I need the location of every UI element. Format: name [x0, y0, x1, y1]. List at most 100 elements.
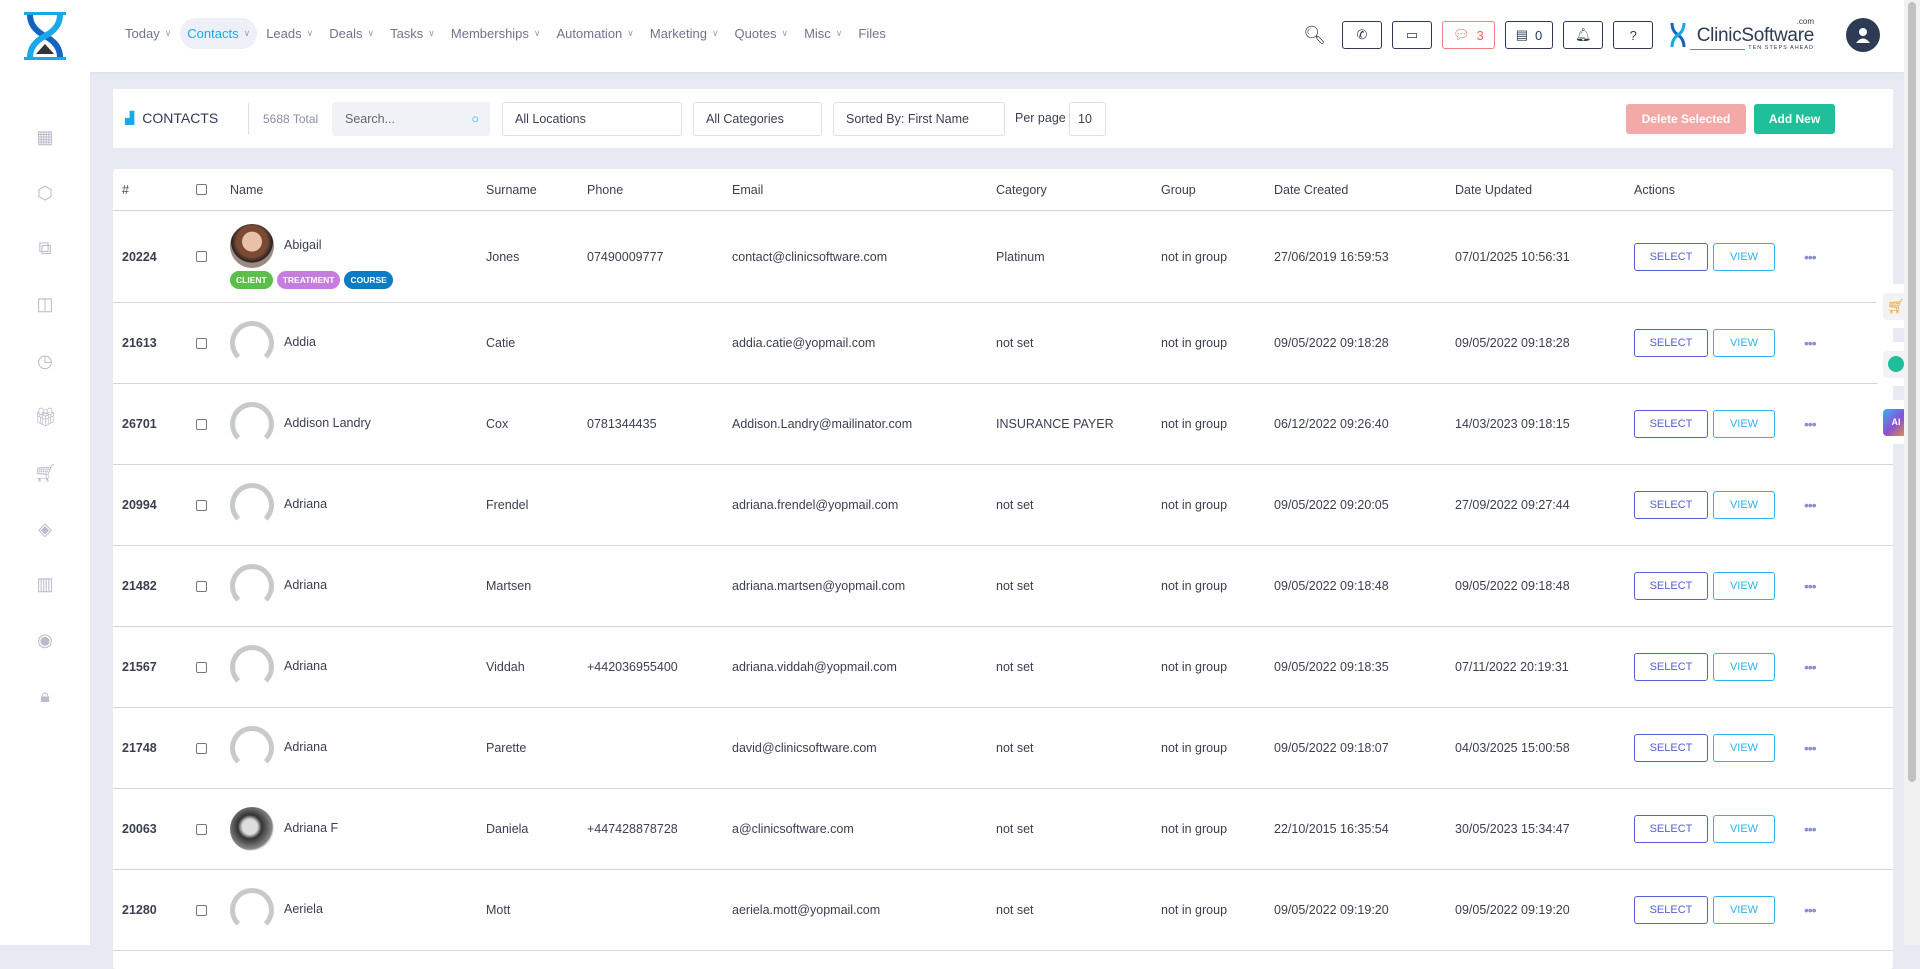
view-button[interactable]: VIEW — [1713, 896, 1775, 924]
row-checkbox[interactable] — [196, 661, 230, 673]
more-icon[interactable]: ••• — [1804, 416, 1817, 432]
delete-selected-button[interactable]: Delete Selected — [1626, 104, 1746, 134]
chevron-down-icon: ∨ — [835, 28, 843, 38]
more-icon[interactable]: ••• — [1804, 248, 1817, 265]
report-icon[interactable]: ▥ — [36, 574, 54, 594]
nav-contacts[interactable]: Contacts ∨ — [180, 18, 258, 49]
nav-files[interactable]: Files — [851, 18, 892, 49]
contact-name[interactable]: Abigail — [284, 238, 322, 252]
location-select[interactable]: All Locations — [502, 102, 682, 136]
voucher-icon[interactable]: ◈ — [38, 519, 52, 539]
contact-name[interactable]: Addia — [284, 335, 316, 349]
date-created: 09/05/2022 09:18:35 — [1274, 660, 1389, 674]
avatar — [230, 483, 274, 527]
chat-button[interactable]: 💬︎ 3 — [1441, 21, 1495, 49]
lock-icon[interactable]: 🔒︎ — [40, 686, 50, 706]
nav-leads[interactable]: Leads ∨ — [259, 18, 320, 49]
select-button[interactable]: SELECT — [1634, 896, 1708, 924]
select-button[interactable]: SELECT — [1634, 734, 1708, 762]
gift-icon[interactable]: 🎁︎ — [34, 407, 57, 427]
cart-icon[interactable]: 🛒︎ — [34, 463, 57, 483]
contact-name[interactable]: Adriana — [284, 578, 328, 592]
row-checkbox[interactable] — [196, 904, 230, 916]
page-scrollbar[interactable] — [1904, 0, 1920, 945]
search-input[interactable]: Search... ○ — [332, 102, 490, 136]
nav-quotes[interactable]: Quotes ∨ — [728, 18, 796, 49]
nav-deals[interactable]: Deals ∨ — [322, 18, 381, 49]
category-select[interactable]: All Categories — [693, 102, 822, 136]
select-button[interactable]: SELECT — [1634, 242, 1708, 271]
more-icon[interactable]: ••• — [1804, 902, 1817, 918]
more-icon[interactable]: ••• — [1804, 578, 1817, 594]
category: not set — [996, 741, 1034, 755]
contact-name[interactable]: Adriana F — [284, 821, 339, 835]
nav-marketing[interactable]: Marketing ∨ — [643, 18, 726, 49]
phone-button[interactable]: ✆ — [1341, 21, 1382, 49]
more-icon[interactable]: ••• — [1804, 335, 1817, 351]
total-count: 5688 Total — [248, 103, 318, 135]
more-icon[interactable]: ••• — [1804, 659, 1817, 675]
notifications-button[interactable]: 🔔︎ — [1563, 21, 1604, 49]
table-row: 21567 Adriana Viddah +442036955400 adria… — [113, 627, 1893, 708]
per-page-input[interactable]: 10 — [1069, 102, 1106, 136]
view-button[interactable]: VIEW — [1713, 653, 1775, 681]
nav-automation[interactable]: Automation ∨ — [550, 18, 641, 49]
basket-icon[interactable]: ◫ — [36, 294, 54, 314]
copy-icon[interactable]: ⧉ — [38, 238, 52, 258]
phone: +442036955400 — [587, 660, 678, 674]
select-button[interactable]: SELECT — [1634, 329, 1708, 357]
store-icon: ▤ — [1515, 27, 1529, 42]
sort-select[interactable]: Sorted By: First Name — [833, 102, 1005, 136]
history-icon[interactable]: ◷ — [37, 351, 53, 371]
user-avatar[interactable] — [1846, 18, 1880, 52]
nav-today[interactable]: Today ∨ — [118, 18, 178, 49]
contact-name[interactable]: Adriana — [284, 740, 328, 754]
search-icon[interactable]: 🔍︎ — [1303, 24, 1326, 45]
view-button[interactable]: VIEW — [1713, 734, 1775, 762]
row-checkbox[interactable] — [196, 580, 230, 592]
nav-tasks[interactable]: Tasks ∨ — [383, 18, 442, 49]
view-button[interactable]: VIEW — [1713, 242, 1775, 271]
nav-memberships[interactable]: Memberships ∨ — [444, 18, 548, 49]
nav-label: Deals — [329, 26, 363, 41]
more-icon[interactable]: ••• — [1804, 821, 1817, 837]
add-new-button[interactable]: Add New — [1754, 104, 1835, 134]
select-button[interactable]: SELECT — [1634, 491, 1708, 519]
select-button[interactable]: SELECT — [1634, 572, 1708, 600]
row-checkbox[interactable] — [196, 823, 230, 835]
view-button[interactable]: VIEW — [1713, 410, 1775, 438]
row-checkbox[interactable] — [196, 251, 230, 262]
contact-name[interactable]: Adriana — [284, 497, 328, 511]
store-button[interactable]: ▤ 0 — [1504, 21, 1554, 49]
date-created: 09/05/2022 09:19:20 — [1274, 903, 1389, 917]
avatar — [230, 888, 274, 932]
select-button[interactable]: SELECT — [1634, 410, 1708, 438]
nav-label: Contacts — [187, 26, 239, 41]
view-button[interactable]: VIEW — [1713, 572, 1775, 600]
contact-name[interactable]: Addison Landry — [284, 416, 371, 430]
contact-name[interactable]: Aeriela — [284, 902, 323, 916]
row-checkbox[interactable] — [196, 337, 230, 349]
surname: Jones — [486, 249, 520, 264]
nav-misc[interactable]: Misc ∨ — [797, 18, 849, 49]
group: not in group — [1161, 579, 1228, 593]
more-icon[interactable]: ••• — [1804, 497, 1817, 513]
select-button[interactable]: SELECT — [1634, 653, 1708, 681]
calendar-icon[interactable]: ▦ — [36, 127, 54, 147]
row-checkbox[interactable] — [196, 499, 230, 511]
select-all-checkbox[interactable] — [196, 184, 230, 195]
user-circle-icon[interactable]: ◉ — [37, 630, 53, 650]
row-checkbox[interactable] — [196, 742, 230, 754]
select-button[interactable]: SELECT — [1634, 815, 1708, 843]
contact-name[interactable]: Adriana — [284, 659, 328, 673]
row-checkbox[interactable] — [196, 418, 230, 430]
inbox-button[interactable]: ▭ — [1391, 21, 1432, 49]
app-logo[interactable] — [22, 10, 68, 62]
view-button[interactable]: VIEW — [1713, 815, 1775, 843]
box-icon[interactable]: ⬡ — [37, 183, 53, 203]
email: contact@clinicsoftware.com — [732, 249, 888, 264]
more-icon[interactable]: ••• — [1804, 740, 1817, 756]
help-button[interactable]: ? — [1613, 21, 1654, 49]
view-button[interactable]: VIEW — [1713, 329, 1775, 357]
view-button[interactable]: VIEW — [1713, 491, 1775, 519]
